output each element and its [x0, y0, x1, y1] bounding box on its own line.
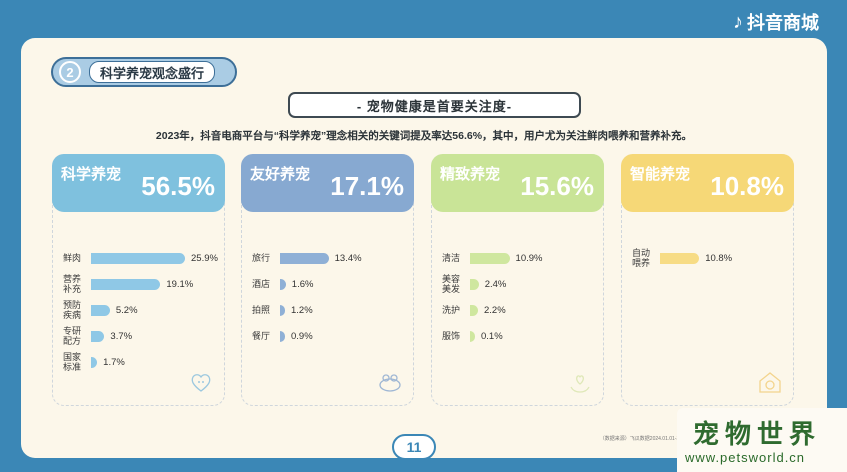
metric-value: 2.4%: [484, 278, 507, 290]
subtitle-box: - 宠物健康是首要关注度-: [288, 92, 581, 118]
metric-bar: [280, 304, 285, 316]
pets-cloud-icon: [377, 369, 403, 395]
card-header: 精致养宠 15.6%: [431, 154, 604, 212]
card-percentage: 15.6%: [520, 171, 594, 201]
card-rows: 旅行 13.4% 酒店 1.6% 拍照 1.2% 餐厅 0.9%: [252, 245, 412, 349]
page-number: 11: [392, 434, 436, 460]
card-title: 智能养宠: [630, 166, 691, 183]
metric-row: 旅行 13.4%: [252, 245, 412, 271]
metric-value: 1.6%: [291, 278, 314, 290]
card-smart-pets: 智能养宠 10.8% 自动喂养 10.8%: [621, 154, 794, 406]
pet-house-icon: [757, 369, 783, 395]
metric-label: 清洁: [442, 253, 461, 263]
metric-row: 服饰 0.1%: [442, 323, 602, 349]
metric-row: 酒店 1.6%: [252, 271, 412, 297]
metric-row: 专研配方 3.7%: [63, 323, 223, 349]
metric-bar: [91, 356, 98, 368]
metric-row: 拍照 1.2%: [252, 297, 412, 323]
metric-label: 酒店: [252, 279, 271, 289]
metric-row: 鲜肉 25.9%: [63, 245, 223, 271]
metric-label: 旅行: [252, 253, 271, 263]
metric-label: 国家标准: [63, 352, 82, 372]
card-percentage: 10.8%: [710, 171, 784, 201]
metric-value: 3.7%: [110, 330, 133, 342]
metric-value: 25.9%: [191, 252, 218, 264]
metric-bar: [660, 252, 700, 264]
metric-label: 洗护: [442, 305, 461, 315]
metric-value: 1.7%: [103, 356, 125, 368]
card-rows: 清洁 10.9% 美容美发 2.4% 洗护 2.2% 服饰 0.1%: [442, 245, 602, 349]
card-science-pets: 科学养宠 56.5% 鲜肉 25.9% 营养补充 19.1% 预防疾病 5.2% 专研配方 3…: [52, 154, 225, 406]
card-percentage: 56.5%: [141, 171, 215, 201]
metric-value: 10.9%: [515, 252, 543, 264]
watermark-url: www.petsworld.cn: [685, 450, 806, 465]
metric-row: 洗护 2.2%: [442, 297, 602, 323]
metric-bar: [91, 330, 105, 342]
summary-text: 2023年，抖音电商平台与“科学养宠”理念相关的关键词提及率达56.6%，其中，…: [155, 130, 693, 142]
metric-value: 0.9%: [291, 330, 313, 342]
metric-bar: [91, 304, 110, 316]
card-title: 精致养宠: [440, 166, 501, 183]
metric-label: 服饰: [442, 331, 461, 341]
section-title: 科学养宠观念盛行: [89, 61, 216, 83]
card-percentage: 17.1%: [330, 171, 404, 201]
watermark: 宠物世界 www.petsworld.cn: [677, 408, 847, 472]
douyin-note-icon: ♪: [733, 10, 743, 33]
metric-row: 餐厅 0.9%: [252, 323, 412, 349]
card-header: 友好养宠 17.1%: [241, 154, 414, 212]
metric-label: 营养补充: [63, 274, 82, 294]
card-title: 友好养宠: [250, 166, 311, 183]
metric-label: 鲜肉: [63, 253, 82, 263]
card-header: 智能养宠 10.8%: [621, 154, 794, 212]
data-source-note: （数据来源）飞瓜数据2024.01.01-2023.: [599, 436, 689, 442]
card-rows: 自动喂养 10.8%: [632, 245, 792, 271]
metric-label: 美容美发: [442, 274, 461, 294]
metric-row: 美容美发 2.4%: [442, 271, 602, 297]
section-number: 2: [59, 61, 81, 83]
metric-bar: [91, 252, 185, 264]
metric-label: 拍照: [252, 305, 271, 315]
metric-label: 自动喂养: [632, 248, 651, 268]
metric-row: 清洁 10.9%: [442, 245, 602, 271]
metric-value: 2.2%: [483, 304, 506, 316]
metric-row: 国家标准 1.7%: [63, 349, 223, 375]
metric-bar: [470, 252, 510, 264]
dog-heart-icon: [188, 369, 214, 395]
brand-name: 抖音商城: [747, 13, 819, 33]
slide-panel: 2 科学养宠观念盛行 - 宠物健康是首要关注度- 2023年，抖音电商平台与“科…: [21, 38, 827, 458]
metric-label: 专研配方: [63, 326, 82, 346]
metric-value: 10.8%: [705, 252, 733, 264]
metric-label: 餐厅: [252, 331, 271, 341]
brand-logo: ♪ 抖音商城: [733, 9, 819, 35]
metric-bar: [280, 278, 286, 290]
metric-row: 预防疾病 5.2%: [63, 297, 223, 323]
metric-bar: [470, 330, 475, 342]
metric-bar: [280, 252, 329, 264]
metric-bar: [91, 278, 161, 290]
metric-value: 5.2%: [115, 304, 138, 316]
card-friendly-pets: 友好养宠 17.1% 旅行 13.4% 酒店 1.6% 拍照 1.2% 餐厅 0.9%: [241, 154, 414, 406]
card-rows: 鲜肉 25.9% 营养补充 19.1% 预防疾病 5.2% 专研配方 3.7% 国家标准 1.7%: [63, 245, 223, 375]
metric-value: 0.1%: [481, 330, 503, 342]
metric-value: 19.1%: [166, 278, 194, 290]
section-header: 2 科学养宠观念盛行: [51, 57, 237, 87]
metric-label: 预防疾病: [63, 300, 82, 320]
card-header: 科学养宠 56.5%: [52, 154, 225, 212]
metric-value: 13.4%: [334, 252, 362, 264]
card-refined-pets: 精致养宠 15.6% 清洁 10.9% 美容美发 2.4% 洗护 2.2% 服饰 0.1%: [431, 154, 604, 406]
hands-care-icon: [567, 369, 593, 395]
metric-bar: [470, 278, 479, 290]
metric-bar: [280, 330, 285, 342]
metric-value: 1.2%: [291, 304, 313, 316]
metric-row: 自动喂养 10.8%: [632, 245, 792, 271]
watermark-title: 宠物世界: [693, 420, 822, 450]
metric-row: 营养补充 19.1%: [63, 271, 223, 297]
metric-bar: [470, 304, 478, 316]
card-title: 科学养宠: [61, 166, 122, 183]
